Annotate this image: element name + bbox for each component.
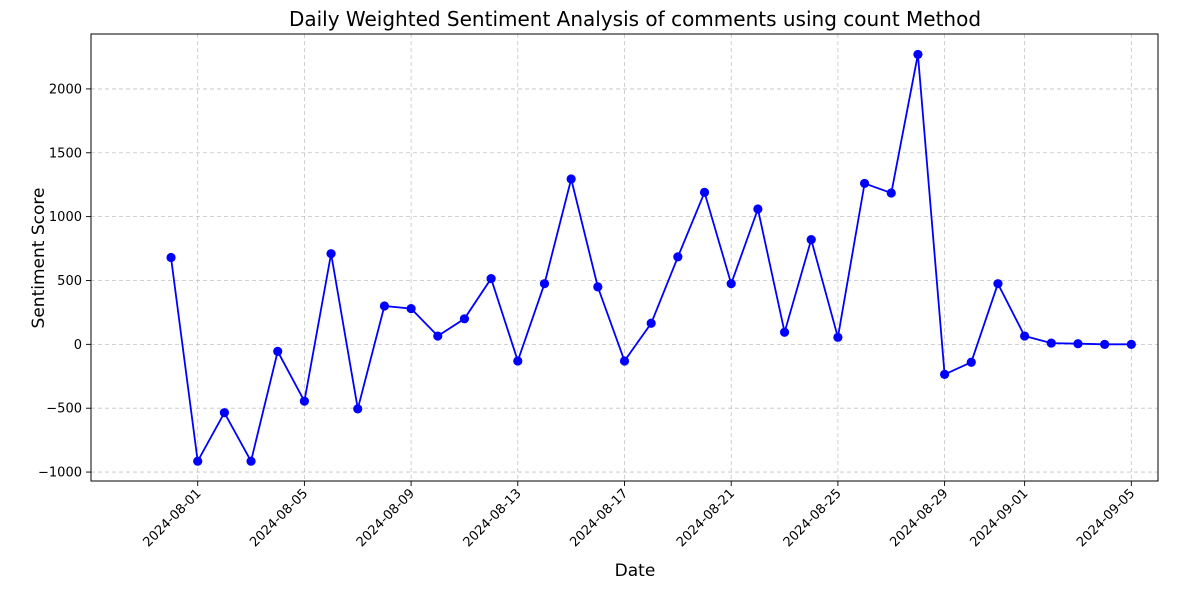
data-point	[779, 327, 790, 337]
y-tick-label: 2000	[49, 82, 82, 97]
data-point	[1100, 339, 1110, 349]
x-tick-label: 2024-08-21	[674, 486, 738, 550]
x-tick-label: 2024-08-13	[461, 486, 525, 550]
data-point	[859, 178, 870, 189]
data-point	[619, 356, 630, 366]
data-point	[673, 252, 683, 262]
data-point	[379, 301, 390, 311]
data-point	[1126, 339, 1136, 349]
x-tick-label: 2024-08-05	[247, 486, 311, 550]
y-tick-label: 1000	[49, 210, 82, 225]
data-point	[726, 279, 736, 289]
data-point	[646, 318, 656, 328]
x-tick-label: 2024-08-29	[887, 486, 951, 550]
data-point	[833, 332, 843, 342]
data-point	[593, 282, 603, 292]
y-tick-label: −500	[46, 402, 82, 417]
data-points	[166, 49, 1136, 466]
x-axis-ticks: 2024-08-01 2024-08-05 2024-08-09 2024-08-13…	[140, 481, 1138, 550]
data-point	[353, 404, 363, 414]
data-point	[1046, 338, 1056, 348]
series-line-layer	[170, 54, 1132, 465]
data-point	[913, 49, 923, 60]
data-point	[433, 331, 443, 341]
data-point	[326, 249, 336, 259]
x-tick-label: 2024-09-01	[967, 486, 1031, 550]
y-axis-label: Sentiment Score	[29, 188, 49, 329]
x-tick-label: 2024-08-17	[567, 486, 631, 550]
x-tick-label: 2024-09-05	[1074, 486, 1138, 550]
data-point	[806, 235, 816, 245]
grid-lines	[91, 34, 1158, 481]
data-point	[486, 273, 496, 284]
x-tick-label: 2024-08-09	[354, 486, 418, 550]
data-point	[539, 279, 550, 289]
data-point	[406, 303, 416, 314]
chart-title: Daily Weighted Sentiment Analysis of com…	[289, 7, 981, 31]
data-point	[966, 357, 976, 367]
data-point	[699, 187, 710, 197]
x-tick-label: 2024-08-25	[781, 486, 845, 550]
data-point	[219, 408, 229, 418]
data-point	[993, 279, 1003, 289]
data-point	[753, 204, 763, 214]
x-tick-label: 2024-08-01	[140, 486, 204, 550]
data-point	[1073, 339, 1083, 349]
x-axis-label: Date	[615, 561, 656, 581]
data-point	[193, 456, 203, 466]
data-point	[940, 369, 950, 379]
data-point	[246, 456, 256, 466]
y-tick-label: −1000	[38, 466, 82, 481]
data-point	[166, 252, 176, 263]
y-axis-ticks: −1000 −500 0 500 1000 1500 2000	[38, 82, 91, 481]
data-point	[273, 346, 283, 356]
data-point	[459, 314, 470, 324]
data-point	[513, 356, 523, 366]
series-line	[170, 54, 1132, 465]
y-tick-label: 1500	[49, 146, 82, 161]
data-point	[299, 396, 309, 406]
y-tick-label: 500	[57, 274, 82, 289]
data-point	[1020, 331, 1030, 341]
data-point	[566, 174, 576, 184]
data-point	[886, 188, 896, 198]
y-tick-label: 0	[74, 338, 82, 353]
